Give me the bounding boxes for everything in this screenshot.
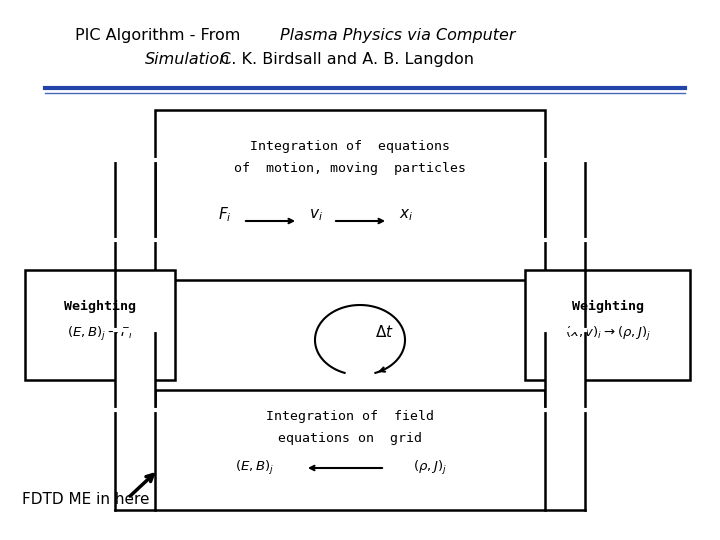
Text: $\Delta t$: $\Delta t$ [375, 324, 394, 340]
Text: Weighting: Weighting [64, 300, 136, 313]
Bar [155, 390, 545, 510]
Text: Plasma Physics via Computer: Plasma Physics via Computer [280, 28, 516, 43]
Text: $(E, B)_j$: $(E, B)_j$ [235, 459, 274, 477]
Bar [25, 270, 175, 380]
Text: PIC Algorithm - From: PIC Algorithm - From [75, 28, 246, 43]
Text: $(\rho , J)_j$: $(\rho , J)_j$ [413, 459, 447, 477]
Text: Integration of  field: Integration of field [266, 410, 434, 423]
Text: equations on  grid: equations on grid [278, 432, 422, 445]
Bar [155, 110, 545, 280]
Text: of  motion, moving  particles: of motion, moving particles [234, 162, 466, 175]
Text: $F_i$: $F_i$ [218, 206, 232, 224]
Text: $(E,B)_j \rightarrow F_i$: $(E,B)_j \rightarrow F_i$ [67, 325, 133, 343]
Bar [115, 330, 155, 410]
Text: FDTD ME in here: FDTD ME in here [22, 492, 150, 508]
Text: $(x,v)_i \rightarrow (\rho,J)_j$: $(x,v)_i \rightarrow (\rho,J)_j$ [565, 325, 651, 343]
Text: Simulation: Simulation [145, 52, 230, 67]
Bar [115, 160, 155, 240]
Bar [525, 270, 690, 380]
Bar [545, 330, 585, 410]
Text: Weighting: Weighting [572, 300, 644, 313]
Text: C. K. Birdsall and A. B. Langdon: C. K. Birdsall and A. B. Langdon [215, 52, 474, 67]
Text: Integration of  equations: Integration of equations [250, 140, 450, 153]
Bar [545, 160, 585, 240]
Text: $x_i$: $x_i$ [399, 207, 413, 223]
Text: $v_i$: $v_i$ [309, 207, 323, 223]
